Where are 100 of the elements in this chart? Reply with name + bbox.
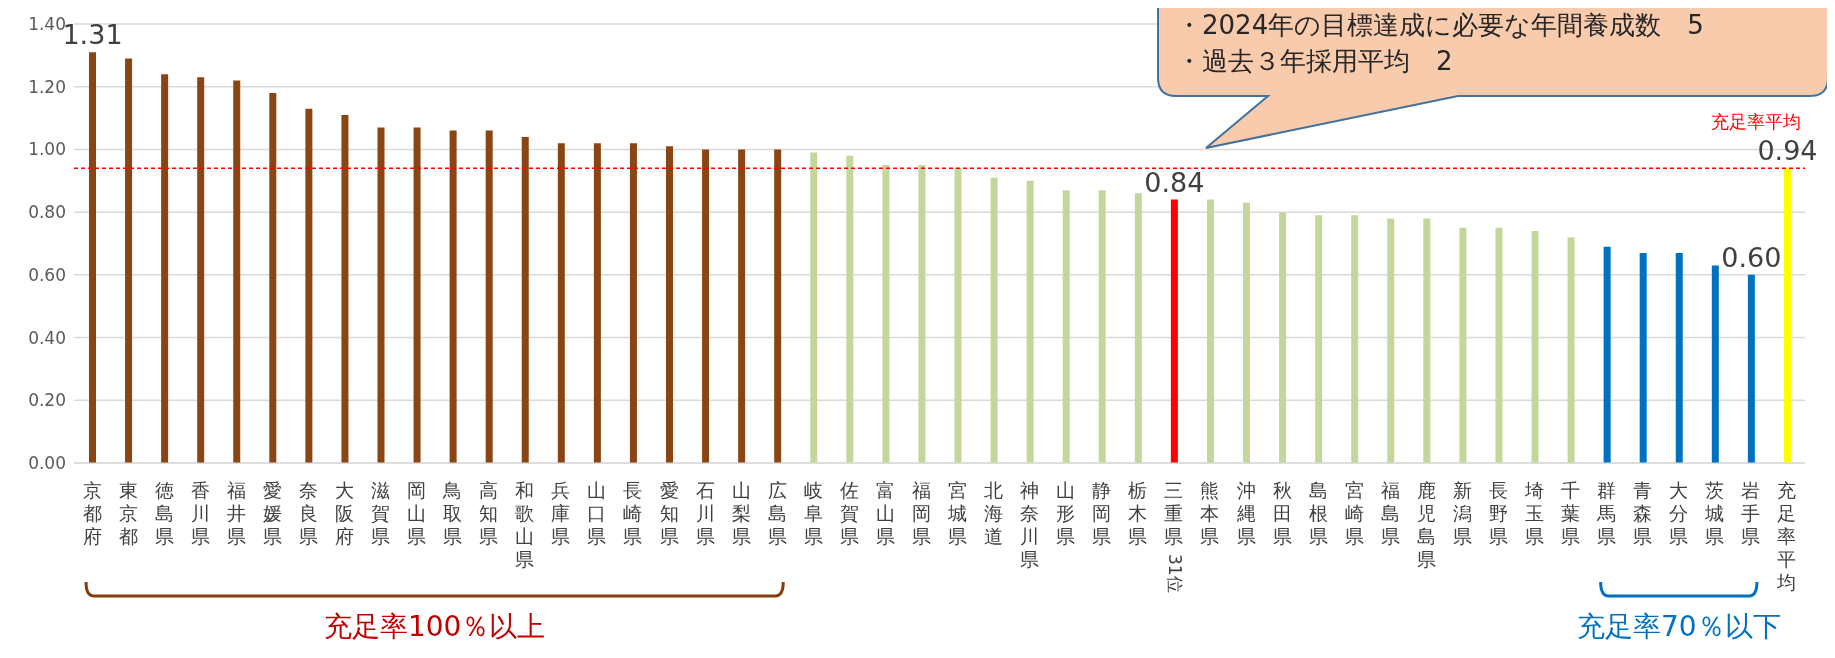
- bar: [1495, 227, 1503, 463]
- bar: [738, 149, 746, 463]
- bar: [1639, 252, 1647, 463]
- bar: [1603, 246, 1611, 463]
- x-tick-label: 熊本県: [1200, 479, 1220, 547]
- bar: [1423, 218, 1431, 463]
- x-tick-label: 宮崎県: [1344, 479, 1364, 547]
- y-tick-label: 0.00: [28, 453, 66, 474]
- data-label: 0.94: [1757, 135, 1818, 167]
- bar: [1170, 199, 1178, 463]
- x-tick-label: 長野県: [1488, 479, 1508, 547]
- x-tick-label: 充足率平均: [1776, 479, 1797, 593]
- x-tick-label: 群馬県: [1596, 479, 1617, 547]
- x-tick-label: 秋田県: [1272, 479, 1292, 547]
- x-tick-label: 滋賀県: [371, 479, 391, 547]
- bar: [1062, 190, 1070, 463]
- y-tick-label: 0.60: [28, 264, 66, 285]
- bar: [269, 92, 277, 463]
- bar: [1206, 199, 1214, 463]
- x-tick-label: 宮城県: [947, 479, 968, 547]
- x-tick-label: 山口県: [587, 479, 607, 547]
- x-tick-label: 山梨県: [731, 479, 751, 547]
- bar: [846, 155, 854, 463]
- x-tick-label: 福井県: [226, 479, 246, 547]
- x-tick-label: 青森県: [1633, 479, 1653, 547]
- x-tick-label: 兵庫県: [551, 479, 571, 547]
- x-tick-label: 高知県: [479, 479, 499, 547]
- data-label: 0.84: [1144, 166, 1205, 198]
- bar: [305, 108, 313, 463]
- x-tick-label: 山形県: [1056, 479, 1076, 547]
- bar: [629, 143, 637, 463]
- bar: [1711, 265, 1719, 463]
- x-tick-label: 島根県: [1308, 479, 1328, 547]
- bar: [593, 143, 601, 463]
- y-tick-label: 0.40: [28, 327, 66, 348]
- x-tick-label: 鳥取県: [442, 479, 463, 547]
- bar: [1675, 252, 1683, 463]
- x-tick-label: 埼玉県: [1524, 479, 1545, 547]
- bar: [1134, 193, 1142, 463]
- ref-line-label: 充足率平均: [1711, 111, 1801, 133]
- x-tick-label: 広島県: [767, 479, 787, 547]
- bar: [1315, 215, 1323, 463]
- x-tick-label: 大阪府: [334, 479, 354, 547]
- y-tick-label: 1.20: [28, 76, 66, 97]
- bar: [557, 143, 565, 463]
- y-tick-label: 0.20: [28, 390, 66, 411]
- bar: [810, 152, 818, 463]
- bar: [485, 130, 493, 463]
- bar: [233, 80, 241, 463]
- bar: [918, 165, 926, 463]
- bar: [413, 127, 421, 463]
- bar: [990, 177, 998, 463]
- y-tick-label: 0.80: [28, 202, 66, 223]
- bar: [666, 146, 673, 463]
- x-tick-label: 奈良県: [298, 479, 318, 547]
- text: 31位: [1164, 554, 1185, 593]
- bar: [1026, 180, 1034, 463]
- bar: [702, 149, 710, 463]
- bar: [1279, 212, 1287, 463]
- x-tick-label: 千葉県: [1561, 479, 1581, 547]
- annotation: ・過去３年採用平均 2: [1176, 46, 1453, 76]
- x-tick-label: 愛知県: [659, 479, 679, 547]
- x-tick-label: 神奈川県: [1020, 479, 1040, 570]
- x-tick-label: 新潟県: [1452, 479, 1472, 547]
- bar: [1098, 190, 1106, 463]
- x-tick-label: 京都府: [82, 479, 102, 547]
- bar: [1243, 202, 1250, 463]
- data-label: 0.60: [1721, 241, 1782, 273]
- x-tick-label: 静岡県: [1092, 479, 1112, 547]
- x-tick-label: 福岡県: [911, 479, 931, 547]
- x-tick-label: 石川県: [695, 479, 715, 547]
- text: 充足率70％以下: [1576, 610, 1781, 643]
- x-tick-label: 福島県: [1380, 479, 1400, 547]
- x-tick-label: 香川県: [190, 479, 210, 547]
- bar: [1567, 237, 1575, 463]
- y-tick-label: 1.00: [28, 139, 66, 160]
- bar: [197, 77, 205, 463]
- x-tick-label: 北海道: [984, 479, 1004, 547]
- x-tick-label: 茨城県: [1704, 479, 1725, 547]
- x-tick-label: 長崎県: [623, 479, 643, 547]
- bar: [1747, 274, 1755, 463]
- bar: [449, 130, 457, 463]
- x-tick-label: 和歌山県: [515, 479, 535, 570]
- x-tick-label: 東京都: [118, 479, 138, 547]
- bar: [1387, 218, 1395, 463]
- x-tick-label: 岐阜県: [803, 479, 823, 547]
- bar: [1531, 230, 1539, 463]
- bar: [774, 149, 782, 463]
- text: 充足率100％以上: [323, 610, 546, 643]
- bar: [89, 52, 96, 463]
- bar: [1783, 168, 1791, 463]
- x-tick-label: 大分県: [1669, 479, 1689, 547]
- bar: [125, 58, 133, 463]
- x-tick-label: 岡山県: [407, 479, 427, 547]
- bar: [882, 165, 890, 463]
- annotation: ・2024年の目標達成に必要な年間養成数 5: [1176, 10, 1704, 40]
- x-tick-label: 三重県: [1164, 479, 1184, 547]
- bar: [341, 114, 349, 463]
- x-tick-label: 徳島県: [154, 479, 174, 547]
- x-tick-label: 鹿児島県: [1416, 479, 1436, 570]
